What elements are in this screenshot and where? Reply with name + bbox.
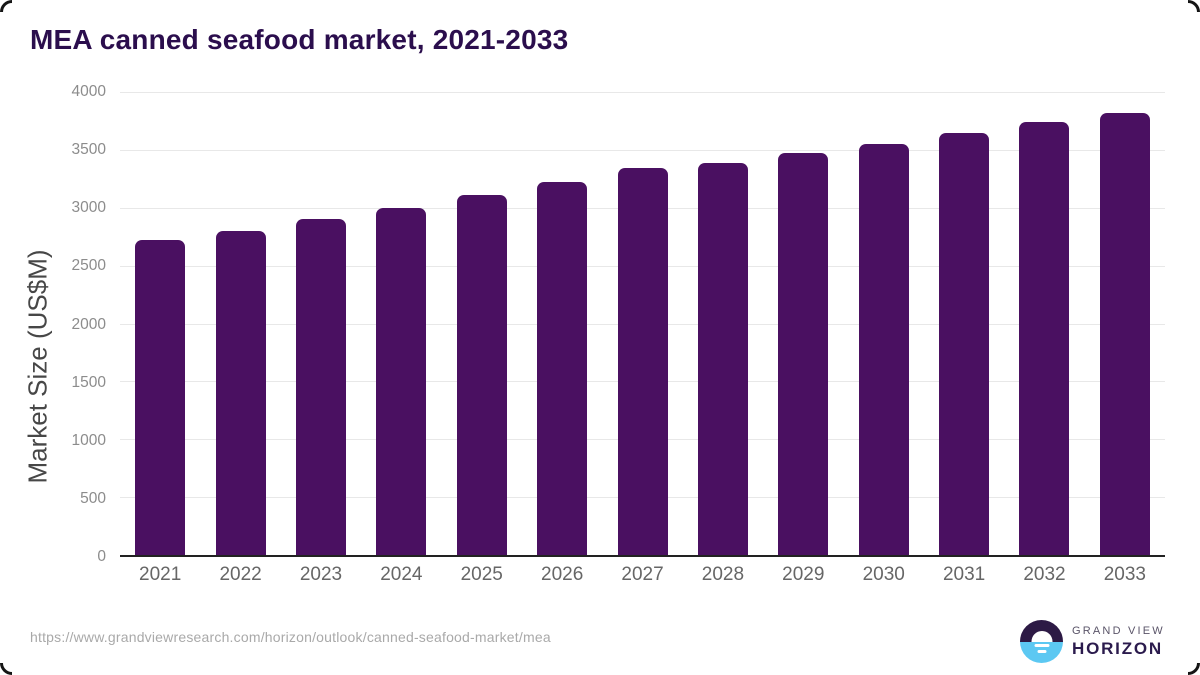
logo-reflection-line-2: [1037, 649, 1046, 653]
bar-slot-2023: [281, 92, 361, 555]
x-axis-label-2021: 2021: [139, 564, 182, 585]
bar-2027[interactable]: [617, 168, 668, 555]
logo-reflection-line-1: [1034, 644, 1049, 647]
x-axis-label-2031: 2031: [942, 564, 986, 585]
bar-slot-2033: [1085, 92, 1165, 555]
grand-view-horizon-logo: GRAND VIEW HORIZON: [1020, 620, 1165, 663]
logo-brand-top: GRAND VIEW: [1072, 624, 1165, 637]
bar-2025[interactable]: [456, 195, 507, 555]
x-axis-label-2025: 2025: [460, 564, 503, 585]
bar-2022[interactable]: [215, 230, 266, 555]
frame-corner-top-right: [1188, 0, 1200, 12]
bar-slot-2027: [602, 92, 682, 555]
bars: [120, 92, 1165, 555]
y-tick-label-1500: 1500: [71, 373, 106, 391]
bar-slot-2029: [763, 92, 843, 555]
x-axis-labels: 2021 2022 2023 2024 2025 2026 2027 2028 2029 2030…: [120, 564, 1165, 586]
bar-slot-2028: [683, 92, 763, 555]
bar-slot-2030: [844, 92, 924, 555]
frame-corner-top-left: [0, 0, 12, 12]
x-axis-label-2022: 2022: [219, 564, 262, 585]
y-tick-label-3500: 3500: [71, 141, 106, 159]
logo-text: GRAND VIEW HORIZON: [1072, 625, 1165, 659]
chart-title: MEA canned seafood market, 2021-2033: [30, 24, 569, 55]
x-axis-label-2027: 2027: [621, 564, 664, 585]
bar-2032[interactable]: [1019, 122, 1070, 555]
bar-2026[interactable]: [537, 182, 588, 555]
y-tick-label-4000: 4000: [71, 83, 106, 100]
x-axis-label-2029: 2029: [782, 564, 825, 585]
y-tick-label-2000: 2000: [71, 315, 106, 333]
bar-2033[interactable]: [1099, 112, 1150, 555]
logo-brand-bottom: HORIZON: [1072, 638, 1163, 658]
bar-2024[interactable]: [376, 207, 427, 555]
bar-slot-2031: [924, 92, 1004, 555]
y-tick-label-2500: 2500: [71, 257, 106, 275]
plot-area: [120, 92, 1165, 557]
bar-slot-2024: [361, 92, 441, 555]
bar-2021[interactable]: [135, 240, 186, 555]
logo-sun-dome: [1031, 630, 1052, 642]
bar-slot-2025: [442, 92, 522, 555]
y-tick-label-3000: 3000: [71, 199, 106, 217]
x-axis-label-2030: 2030: [862, 564, 905, 585]
y-tick-label-1000: 1000: [71, 431, 106, 449]
source-url: https://www.grandviewresearch.com/horizo…: [30, 629, 551, 645]
y-tick-labels: 0 500 1000 1500 2000 2500 3000 3500 4000: [0, 83, 106, 565]
bar-2028[interactable]: [697, 162, 748, 555]
x-axis-label-2032: 2032: [1023, 564, 1066, 585]
x-axis-label-2023: 2023: [299, 564, 343, 585]
frame-corner-bottom-left: [0, 663, 12, 675]
frame-corner-bottom-right: [1188, 663, 1200, 675]
bar-slot-2022: [200, 92, 280, 555]
x-axis-label-2028: 2028: [701, 564, 745, 585]
bar-2023[interactable]: [295, 219, 346, 555]
bar-slot-2026: [522, 92, 602, 555]
bar-2029[interactable]: [778, 153, 829, 555]
gridline-4000: [120, 92, 1165, 93]
x-axis-label-2024: 2024: [380, 564, 423, 585]
bar-2030[interactable]: [858, 144, 909, 555]
y-tick-label-0: 0: [97, 548, 106, 565]
bar-slot-2032: [1004, 92, 1084, 555]
x-axis-label-2033: 2033: [1103, 564, 1147, 585]
x-axis-label-2026: 2026: [541, 564, 584, 585]
bar-2031[interactable]: [939, 132, 990, 555]
bar-slot-2021: [120, 92, 200, 555]
gridline-3500: [120, 149, 1165, 151]
y-tick-label-500: 500: [80, 489, 106, 507]
horizon-sun-logo-icon: [1020, 620, 1063, 663]
